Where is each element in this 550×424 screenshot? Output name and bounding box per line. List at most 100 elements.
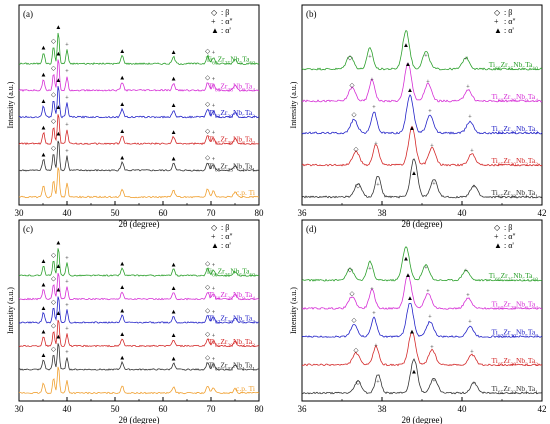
- series-label-part: 5: [525, 130, 528, 136]
- series-label-part: Ti: [206, 267, 212, 276]
- series-label-part: Nb: [516, 124, 525, 133]
- series-label: Ti60Zr28Nb8Ta4: [491, 299, 538, 311]
- phase-marker: +: [430, 143, 434, 150]
- phase-marker: +: [376, 181, 380, 188]
- phase-marker: ◇: [352, 112, 357, 119]
- phase-marker: +: [212, 309, 216, 316]
- x-tick-label: 70: [207, 404, 217, 414]
- phase-marker: ▲: [405, 272, 411, 279]
- panel-c: 30 40 50 60 70 80 2θ (degree) Intensity (a.u.) (…: [6, 219, 264, 424]
- series-label-part: 60: [495, 66, 501, 72]
- legend-entry: : α": [221, 232, 233, 241]
- phase-marker: ◇: [51, 118, 56, 125]
- series-line: [18, 319, 260, 348]
- series-label-part: 2: [535, 362, 538, 368]
- phase-marker: ▲: [119, 355, 125, 362]
- phase-marker: ▲: [55, 130, 61, 137]
- series-label: Ti62Zr30Nb5Ta3: [208, 108, 255, 120]
- series-label-part: 60: [212, 273, 218, 279]
- series-line: [301, 246, 543, 282]
- phase-marker: +: [424, 53, 428, 60]
- phase-marker: ◇: [51, 252, 56, 259]
- phase-marker: +: [372, 310, 376, 317]
- series-label-part: 65: [215, 343, 221, 349]
- x-tick-label: 40: [63, 404, 73, 414]
- series-label-part: 5: [242, 320, 245, 326]
- series-label-part: 28: [510, 305, 516, 311]
- x-tick-label: 50: [111, 404, 121, 414]
- phase-marker: +: [212, 156, 216, 163]
- phase-marker: ▲: [40, 281, 46, 288]
- phase-marker: +: [368, 266, 372, 273]
- phase-marker: ▲: [40, 352, 46, 359]
- legend-symbol: +: [494, 232, 499, 241]
- series-label-part: 10: [533, 66, 539, 72]
- series-label: Ti60Zr25Nb5Ta10: [489, 271, 539, 283]
- phase-marker: +: [428, 314, 432, 321]
- phase-marker: ◇: [205, 284, 210, 291]
- series-line: [301, 274, 543, 310]
- phase-marker: +: [65, 278, 69, 285]
- series-label-part: Ti: [489, 271, 495, 280]
- series-label-part: 30: [510, 162, 516, 168]
- series-label: Ti65Zr33Nb1Ta1: [208, 161, 255, 173]
- legend-entry: : α': [504, 241, 514, 250]
- legend-symbol: ◇: [211, 223, 218, 232]
- series-line: [18, 32, 260, 66]
- panel-label: (b): [306, 9, 317, 19]
- legend: ◇: β +: α"▲: α': [211, 223, 233, 250]
- series-label-part: 65: [498, 362, 504, 368]
- series-label-part: 1: [242, 167, 245, 173]
- legend-entry: : α': [504, 26, 514, 35]
- series-label-part: 4: [252, 296, 255, 302]
- series-label-part: Zr: [220, 108, 228, 117]
- series-label-part: 5: [239, 61, 242, 67]
- series-label-part: Nb: [233, 337, 242, 346]
- phase-marker: ◇: [205, 308, 210, 315]
- phase-marker: +: [370, 286, 374, 293]
- series-label-part: Zr: [503, 328, 511, 337]
- phase-marker: ▲: [119, 284, 125, 291]
- series-label-part: 5: [522, 66, 525, 72]
- series-label-part: Ta: [245, 361, 253, 370]
- phase-marker: +: [432, 378, 436, 385]
- legend-symbol: +: [211, 232, 216, 241]
- phase-marker: ▲: [40, 125, 46, 132]
- series-label: c.p. Ti: [236, 188, 255, 197]
- series-label-part: 65: [215, 167, 221, 173]
- series-label: Ti60Zr28Nb8Ta4: [491, 92, 538, 104]
- series-line: [18, 296, 260, 324]
- series-label-part: Zr: [501, 271, 509, 280]
- x-tick-label: 36: [298, 208, 308, 218]
- series-label-part: Ti: [491, 156, 497, 165]
- series-label-part: 65: [498, 194, 504, 200]
- series-label-part: 3: [242, 343, 245, 349]
- x-axis-label: 2θ (degree): [401, 415, 442, 424]
- series-label-part: Zr: [218, 267, 226, 276]
- phase-marker: +: [470, 147, 474, 154]
- phase-marker: ▲: [170, 261, 176, 268]
- series-label-part: Ta: [245, 161, 253, 170]
- phase-marker: +: [65, 68, 69, 75]
- phase-marker: ◇: [51, 323, 56, 330]
- series-label-part: Nb: [516, 299, 525, 308]
- y-axis-label: Intensity (a.u.): [289, 81, 298, 128]
- phase-marker: +: [466, 292, 470, 299]
- series-label-part: Ti: [206, 55, 212, 64]
- series-label-part: 5: [239, 273, 242, 279]
- series-label: Ti62Zr30Nb5Ta3: [491, 328, 538, 340]
- legend-symbol: ▲: [494, 26, 502, 35]
- phase-marker: +: [470, 348, 474, 355]
- phase-marker: +: [428, 108, 432, 115]
- phase-marker: ▲: [170, 332, 176, 339]
- series-label-part: Ti: [208, 135, 214, 144]
- series-label-part: Zr: [220, 290, 228, 299]
- series-label-part: 3: [525, 162, 528, 168]
- phase-marker: ▲: [170, 49, 176, 56]
- series-label-part: 1: [252, 367, 255, 373]
- phase-marker: ▲: [55, 239, 61, 246]
- phase-marker: +: [212, 129, 216, 136]
- phase-marker: ◇: [205, 331, 210, 338]
- series-label: Ti60Zr28Nb8Ta4: [208, 290, 255, 302]
